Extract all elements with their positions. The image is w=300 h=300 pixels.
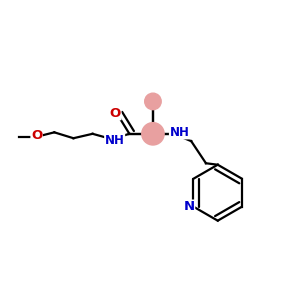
Text: N: N: [184, 200, 195, 213]
Circle shape: [145, 93, 161, 110]
Circle shape: [142, 123, 164, 145]
Text: O: O: [31, 129, 42, 142]
Text: NH: NH: [169, 126, 189, 139]
Text: NH: NH: [105, 134, 124, 147]
Text: O: O: [110, 107, 121, 120]
